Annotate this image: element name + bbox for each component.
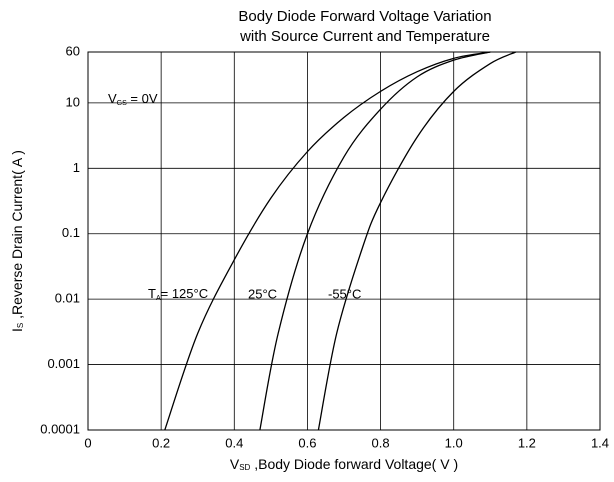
- x-tick-label: 0.8: [372, 435, 390, 450]
- y-tick-label: 0.1: [62, 225, 80, 240]
- y-axis-label-main: I: [9, 328, 25, 332]
- annotation-sub: A: [156, 295, 161, 302]
- annotation-main: V: [108, 91, 117, 106]
- x-tick-label: 1.4: [591, 435, 609, 450]
- y-axis-label-sub: S: [16, 323, 25, 328]
- y-axis-label-rest: ,Reverse Drain Current( A ): [9, 150, 25, 323]
- x-tick-label: 0.2: [152, 435, 170, 450]
- curve: [317, 51, 517, 431]
- x-tick-label: 0.4: [225, 435, 243, 450]
- x-tick-label: 0.6: [298, 435, 316, 450]
- chart-title: with Source Current and Temperature: [239, 28, 490, 45]
- annotation: TA= 125°C: [148, 286, 208, 301]
- annotation-rest: = 0V: [127, 91, 158, 106]
- x-tick-label: 1.2: [518, 435, 536, 450]
- annotation: VGS = 0V: [108, 91, 158, 106]
- y-tick-label: 0.01: [55, 291, 80, 306]
- x-axis-label-rest: ,Body Diode forward Voltage( V ): [250, 456, 458, 472]
- annotation: 25°C: [248, 286, 277, 301]
- x-tick-label: 1.0: [445, 435, 463, 450]
- curve: [164, 51, 491, 431]
- y-tick-label: 0.001: [47, 356, 80, 371]
- x-axis-label-main: V: [230, 456, 240, 472]
- curve: [259, 51, 491, 431]
- y-tick-label: 60: [66, 43, 80, 58]
- x-axis-label-sub: SD: [239, 463, 250, 472]
- y-tick-label: 1: [73, 160, 80, 175]
- y-axis-label: IS ,Reverse Drain Current( A ): [9, 150, 25, 332]
- annotation-sub: GS: [117, 100, 127, 107]
- y-tick-label: 0.0001: [40, 421, 80, 436]
- annotation: -55°C: [328, 286, 361, 301]
- plot-frame: [87, 51, 601, 431]
- x-axis-label: VSD ,Body Diode forward Voltage( V ): [230, 456, 458, 472]
- annotation-rest: = 125°C: [161, 286, 208, 301]
- x-tick-label: 0: [84, 435, 91, 450]
- annotation-main: T: [148, 286, 156, 301]
- y-tick-label: 10: [66, 94, 80, 109]
- chart-title: Body Diode Forward Voltage Variation: [238, 8, 491, 25]
